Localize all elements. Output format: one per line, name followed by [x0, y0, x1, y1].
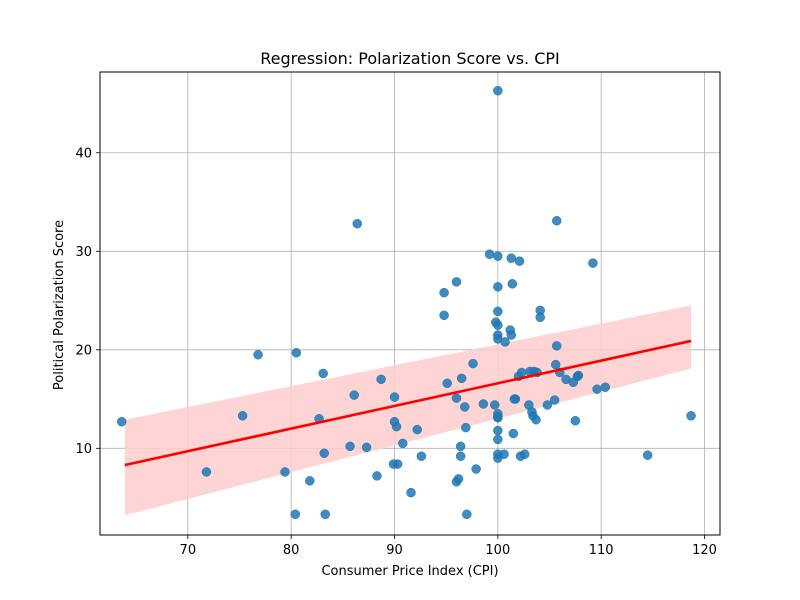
scatter-point: [442, 378, 452, 389]
confidence-band: [124, 305, 692, 516]
scatter-point: [462, 509, 472, 520]
scatter-point: [642, 450, 653, 460]
scatter-point: [489, 400, 500, 410]
scatter-point: [535, 312, 545, 323]
scatter-point: [550, 359, 561, 370]
scatter-point: [542, 400, 553, 410]
scatter-point: [549, 395, 560, 405]
scatter-point: [506, 253, 517, 263]
scatter-point: [376, 374, 386, 385]
scatter-point: [320, 509, 331, 520]
scatter-point: [398, 438, 408, 449]
scatter-point: [456, 373, 467, 384]
scatter-point: [519, 449, 530, 459]
x-tick-label: 80: [283, 543, 300, 558]
scatter-point: [600, 382, 611, 392]
y-tick-label: 20: [75, 343, 92, 358]
scatter-point: [439, 287, 449, 298]
scatter-point: [468, 358, 478, 369]
scatter-point: [551, 216, 562, 226]
scatter-point: [493, 306, 503, 317]
scatter-point: [280, 467, 290, 477]
scatter-point: [516, 367, 527, 378]
y-axis-label: Political Polarization Score: [52, 220, 67, 390]
scatter-point: [439, 310, 449, 321]
scatter-point: [201, 467, 212, 477]
scatter-point: [451, 393, 462, 403]
scatter-point: [506, 330, 517, 340]
scatter-point: [318, 368, 328, 379]
scatter-point: [372, 471, 382, 481]
scatter-point: [514, 256, 525, 266]
scatter-point: [478, 399, 489, 409]
y-tick-label: 30: [75, 245, 92, 260]
x-axis-label: Consumer Price Index (CPI): [321, 564, 498, 579]
scatter-point: [361, 442, 372, 453]
x-tick-label: 110: [589, 543, 614, 558]
scatter-point: [392, 459, 403, 469]
scatter-point: [686, 411, 696, 421]
scatter-point: [406, 487, 416, 498]
scatter-point: [253, 349, 263, 360]
chart-title: Regression: Polarization Score vs. CPI: [260, 49, 559, 68]
x-tick-label: 90: [386, 543, 403, 558]
scatter-point: [570, 415, 581, 426]
scatter-point: [493, 251, 503, 261]
scatter-point: [484, 249, 495, 259]
scatter-point: [500, 337, 510, 347]
scatter-point: [116, 416, 127, 427]
scatter-point: [291, 348, 302, 358]
scatter-point: [493, 434, 503, 445]
y-tick-label: 10: [75, 442, 92, 457]
scatter-point: [499, 449, 509, 459]
plot-frame: [99, 71, 721, 536]
scatter-point: [507, 279, 518, 289]
scatter-point: [453, 474, 464, 484]
y-tick-label: 40: [75, 146, 92, 161]
scatter-point: [573, 370, 584, 381]
scatter-point: [416, 451, 427, 461]
scatter-point: [493, 85, 503, 96]
scatter-point: [551, 341, 562, 351]
scatter-point: [592, 384, 602, 394]
scatter-point: [508, 428, 519, 439]
scatter-point: [588, 258, 598, 268]
scatter-point: [493, 282, 503, 292]
scatter-point: [237, 411, 248, 421]
scatter-point: [510, 394, 521, 404]
scatter-point: [471, 464, 481, 474]
regression-line: [124, 339, 692, 467]
scatter-point: [493, 320, 503, 330]
scatter-point: [352, 218, 363, 229]
x-tick-label: 70: [180, 543, 197, 558]
scatter-point: [290, 509, 301, 520]
scatter-point: [345, 441, 355, 452]
scatter-point: [531, 414, 541, 425]
scatter-point: [455, 441, 466, 452]
scatter-point: [461, 422, 471, 433]
scatter-point: [451, 277, 462, 287]
scatter-point: [349, 390, 359, 400]
scatter-point: [460, 402, 470, 412]
scatter-point: [319, 448, 329, 458]
scatter-point: [305, 476, 315, 486]
scatter-point: [493, 425, 503, 436]
x-tick-label: 120: [692, 543, 717, 558]
scatter-point: [389, 392, 400, 402]
regression-line-group: [124, 339, 692, 467]
scatter-point: [493, 412, 503, 422]
axis-ticks: 70 80 90 100 110 120 10 20 30 40: [75, 146, 716, 558]
scatter-point: [412, 424, 422, 435]
confidence-band-area: [124, 305, 692, 516]
x-tick-label: 100: [485, 543, 510, 558]
scatter-point: [391, 421, 402, 432]
scatter-point: [455, 451, 466, 461]
